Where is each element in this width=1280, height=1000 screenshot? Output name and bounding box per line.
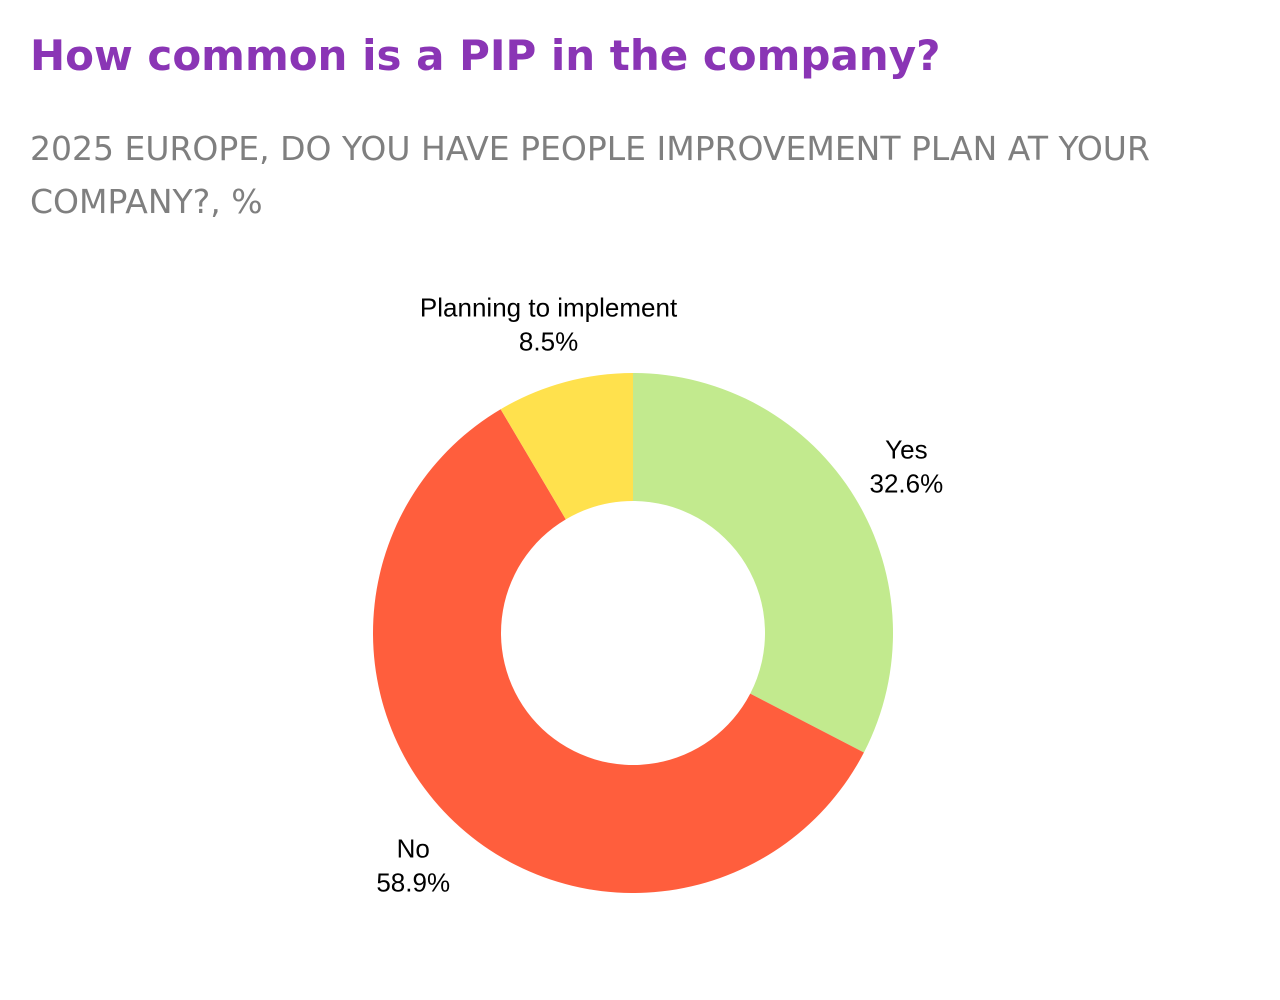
slice-yes bbox=[633, 373, 893, 753]
slice-category-label: Planning to implement bbox=[420, 292, 678, 322]
chart-title: How common is a PIP in the company? bbox=[30, 31, 941, 80]
donut-slices bbox=[372, 373, 893, 893]
slice-category-label: No bbox=[397, 834, 430, 864]
slice-planning-to-implement bbox=[500, 373, 633, 520]
slice-value-label: 58.9% bbox=[376, 868, 450, 898]
slice-label-planning-to-implement: Planning to implement 8.5% bbox=[420, 292, 678, 356]
donut-labels: Yes 32.6% No 58.9% Planning to implement 8.5% bbox=[376, 292, 943, 897]
slice-value-label: 32.6% bbox=[870, 469, 944, 499]
slice-no bbox=[372, 409, 864, 893]
slice-label-yes: Yes 32.6% bbox=[870, 435, 944, 499]
slice-category-label: Yes bbox=[885, 435, 927, 465]
chart-subtitle: 2025 EUROPE, DO YOU HAVE PEOPLE IMPROVEM… bbox=[30, 129, 1150, 221]
slice-value-label: 8.5% bbox=[519, 326, 578, 356]
slice-label-no: No 58.9% bbox=[376, 834, 450, 898]
